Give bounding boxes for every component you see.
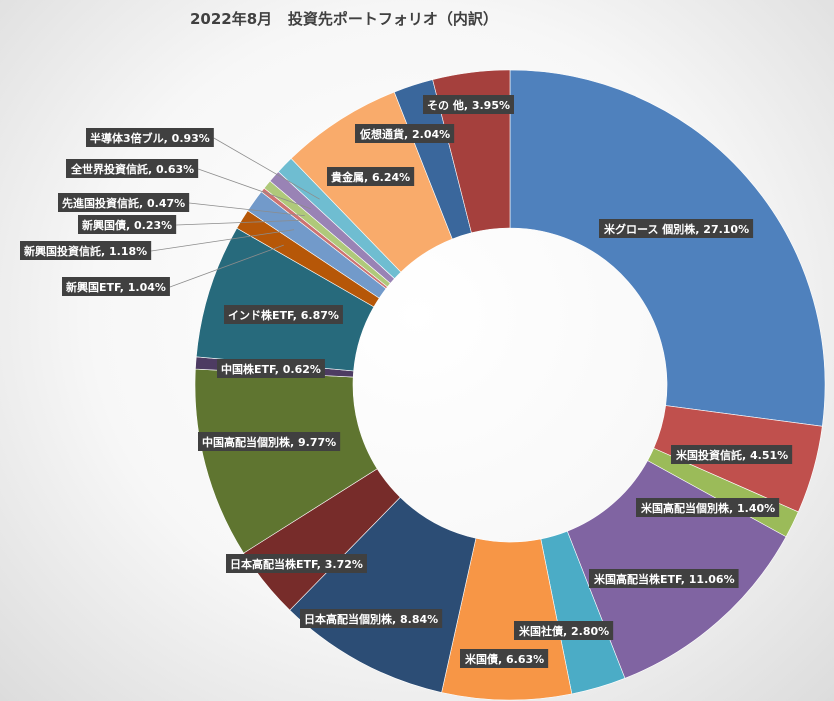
- data-label-box: [217, 359, 325, 378]
- data-label-1: 米グロース 個別株, 27.10%: [599, 219, 754, 238]
- data-label-box: [636, 498, 780, 517]
- data-label-box: [300, 609, 443, 628]
- data-label-box: [198, 432, 341, 451]
- data-label-text: 米国債, 6.63%: [464, 652, 544, 666]
- data-label-box: [78, 215, 177, 234]
- data-label-text: 米国高配当株ETF, 11.06%: [593, 572, 735, 586]
- data-label-text: 半導体3倍ブル, 0.93%: [90, 131, 210, 145]
- data-label-box: [20, 241, 152, 260]
- leader-line-17: [213, 137, 320, 200]
- data-label-12: 新興国ETF, 1.04%: [62, 277, 170, 296]
- data-label-10: 中国株ETF, 0.62%: [217, 359, 325, 378]
- data-label-text: その 他, 3.95%: [427, 98, 510, 112]
- labels-layer: 米グロース 個別株, 27.10% 米国投資信託, 4.51% 米国高配当個別株, …: [20, 95, 793, 668]
- data-label-text: 先進国投資信託, 0.47%: [62, 196, 185, 210]
- leader-line-13: [151, 229, 295, 252]
- data-label-text: 中国株ETF, 0.62%: [221, 362, 321, 376]
- leader-lines-layer: [151, 137, 320, 288]
- data-label-2: 米国投資信託, 4.51%: [671, 445, 793, 464]
- data-label-16: 全世界投資信託, 0.63%: [66, 159, 199, 178]
- data-label-box: [86, 128, 214, 147]
- data-label-14: 新興国債, 0.23%: [78, 215, 177, 234]
- data-label-9: 中国高配当個別株, 9.77%: [198, 432, 341, 451]
- data-label-text: 日本高配当株ETF, 3.72%: [230, 557, 363, 571]
- data-label-4: 米国高配当株ETF, 11.06%: [589, 569, 739, 588]
- data-label-box: [671, 445, 793, 464]
- leader-line-14: [176, 219, 302, 226]
- data-label-6: 米国債, 6.63%: [460, 649, 549, 668]
- data-label-box: [599, 219, 754, 238]
- data-label-box: [423, 95, 514, 114]
- data-label-text: 新興国ETF, 1.04%: [66, 280, 166, 294]
- data-label-box: [589, 569, 739, 588]
- data-label-text: 新興国債, 0.23%: [82, 218, 172, 232]
- data-label-box: [355, 124, 455, 143]
- data-label-text: 米国高配当個別株, 1.40%: [640, 501, 775, 515]
- data-label-17: 半導体3倍ブル, 0.93%: [86, 128, 214, 147]
- data-label-15: 先進国投資信託, 0.47%: [58, 193, 190, 212]
- data-label-text: 新興国投資信託, 1.18%: [24, 244, 147, 258]
- data-label-8: 日本高配当株ETF, 3.72%: [226, 554, 367, 573]
- data-label-19: 仮想通貨, 2.04%: [355, 124, 455, 143]
- data-label-text: 貴金属, 6.24%: [331, 170, 410, 184]
- data-label-box: [226, 554, 367, 573]
- data-label-text: 全世界投資信託, 0.63%: [70, 162, 194, 176]
- slice-1: [509, 69, 826, 427]
- chart-title: 2022年8月 投資先ポートフォリオ（内訳）: [190, 10, 498, 28]
- data-label-text: インド株ETF, 6.87%: [228, 308, 339, 322]
- data-label-box: [66, 159, 199, 178]
- data-label-box: [514, 621, 614, 640]
- data-label-text: 米グロース 個別株, 27.10%: [603, 222, 749, 236]
- data-label-text: 中国高配当個別株, 9.77%: [202, 435, 336, 449]
- leader-line-15: [189, 202, 305, 217]
- data-label-text: 日本高配当個別株, 8.84%: [304, 612, 438, 626]
- data-label-box: [327, 167, 415, 186]
- leader-line-16: [198, 168, 311, 210]
- data-label-3: 米国高配当個別株, 1.40%: [636, 498, 780, 517]
- data-label-13: 新興国投資信託, 1.18%: [20, 241, 152, 260]
- data-label-box: [224, 305, 343, 324]
- data-label-text: 仮想通貨, 2.04%: [359, 127, 450, 141]
- data-label-18: 貴金属, 6.24%: [327, 167, 415, 186]
- data-label-text: 米国投資信託, 4.51%: [675, 448, 788, 462]
- slices-layer: [194, 69, 826, 701]
- data-label-box: [62, 277, 170, 296]
- data-label-text: 米国社債, 2.80%: [518, 624, 609, 638]
- data-label-11: インド株ETF, 6.87%: [224, 305, 343, 324]
- data-label-7: 日本高配当個別株, 8.84%: [300, 609, 443, 628]
- data-label-box: [58, 193, 190, 212]
- leader-line-12: [169, 244, 284, 288]
- data-label-5: 米国社債, 2.80%: [514, 621, 614, 640]
- data-label-box: [460, 649, 549, 668]
- data-label-20: その 他, 3.95%: [423, 95, 514, 114]
